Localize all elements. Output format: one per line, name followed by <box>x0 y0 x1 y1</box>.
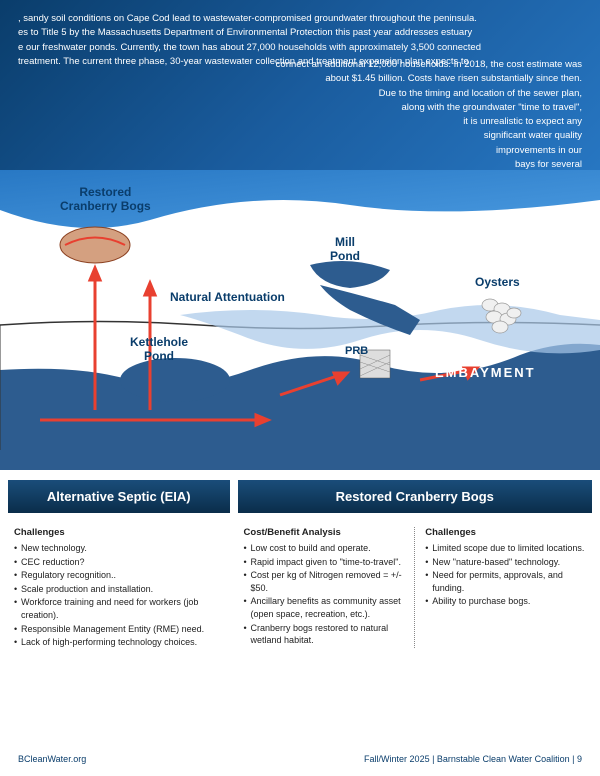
list-item: Cost per kg of Nitrogen removed = +/- $5… <box>244 569 405 594</box>
header-section: , sandy soil conditions on Cape Cod lead… <box>0 0 600 195</box>
comparison-columns: Alternative Septic (EIA) Challenges New … <box>0 480 600 650</box>
challenges-list: New technology.CEC reduction?Regulatory … <box>14 542 224 649</box>
list-item: Responsible Management Entity (RME) need… <box>14 623 224 636</box>
label-restored-bogs: Restored Cranberry Bogs <box>60 185 151 214</box>
label-embayment: EMBAYMENT <box>435 365 536 381</box>
intro-line: e our freshwater ponds. Currently, the t… <box>18 41 582 55</box>
column-restored-bogs: Restored Cranberry Bogs Cost/Benefit Ana… <box>238 480 592 650</box>
subcol-challenges: Challenges New technology.CEC reduction?… <box>14 527 224 650</box>
curve-line: it is unrealistic to expect any <box>0 115 582 129</box>
list-item: Lack of high-performing technology choic… <box>14 636 224 649</box>
list-item: Workforce training and need for workers … <box>14 596 224 621</box>
subcol-challenges: Challenges Limited scope due to limited … <box>425 527 586 648</box>
label-mill-pond: Mill Pond <box>330 235 360 264</box>
curve-line: significant water quality <box>0 129 582 143</box>
subcol-cost-benefit: Cost/Benefit Analysis Low cost to build … <box>244 527 416 648</box>
list-item: Need for permits, approvals, and funding… <box>425 569 586 594</box>
list-item: Scale production and installation. <box>14 583 224 596</box>
sub-heading: Challenges <box>425 527 586 538</box>
footer-url: BCleanWater.org <box>18 754 86 764</box>
column-alternative-septic: Alternative Septic (EIA) Challenges New … <box>8 480 230 650</box>
label-prb: PRB <box>345 345 368 358</box>
curved-text-block: connect an additional 12,000 households.… <box>0 58 582 186</box>
watershed-diagram: Restored Cranberry Bogs Mill Pond Natura… <box>0 170 600 470</box>
list-item: New "nature-based" technology. <box>425 556 586 569</box>
curve-line: about $1.45 billion. Costs have risen su… <box>0 72 582 86</box>
column-header: Restored Cranberry Bogs <box>238 480 592 513</box>
curve-line: Due to the timing and location of the se… <box>0 87 582 101</box>
list-item: Limited scope due to limited locations. <box>425 542 586 555</box>
intro-line: , sandy soil conditions on Cape Cod lead… <box>18 12 582 26</box>
intro-line: es to Title 5 by the Massachusetts Depar… <box>18 26 582 40</box>
list-item: Ancillary benefits as community asset (o… <box>244 595 405 620</box>
label-natural-attenuation: Natural Attentuation <box>170 290 285 304</box>
curve-line: connect an additional 12,000 households.… <box>0 58 582 72</box>
diagram-svg <box>0 170 600 470</box>
cost-list: Low cost to build and operate.Rapid impa… <box>244 542 405 647</box>
label-kettlehole-pond: Kettlehole Pond <box>130 335 188 364</box>
curve-line: improvements in our <box>0 144 582 158</box>
label-oysters: Oysters <box>475 275 520 289</box>
challenges-list: Limited scope due to limited locations.N… <box>425 542 586 608</box>
list-item: Regulatory recognition.. <box>14 569 224 582</box>
sub-heading: Cost/Benefit Analysis <box>244 527 405 538</box>
list-item: New technology. <box>14 542 224 555</box>
column-header: Alternative Septic (EIA) <box>8 480 230 513</box>
curve-line: along with the groundwater "time to trav… <box>0 101 582 115</box>
list-item: Rapid impact given to "time-to-travel". <box>244 556 405 569</box>
footer-page-info: Fall/Winter 2025 | Barnstable Clean Wate… <box>364 754 582 764</box>
list-item: CEC reduction? <box>14 556 224 569</box>
list-item: Cranberry bogs restored to natural wetla… <box>244 622 405 647</box>
list-item: Ability to purchase bogs. <box>425 595 586 608</box>
list-item: Low cost to build and operate. <box>244 542 405 555</box>
page-footer: BCleanWater.org Fall/Winter 2025 | Barns… <box>0 746 600 776</box>
sub-heading: Challenges <box>14 527 224 538</box>
